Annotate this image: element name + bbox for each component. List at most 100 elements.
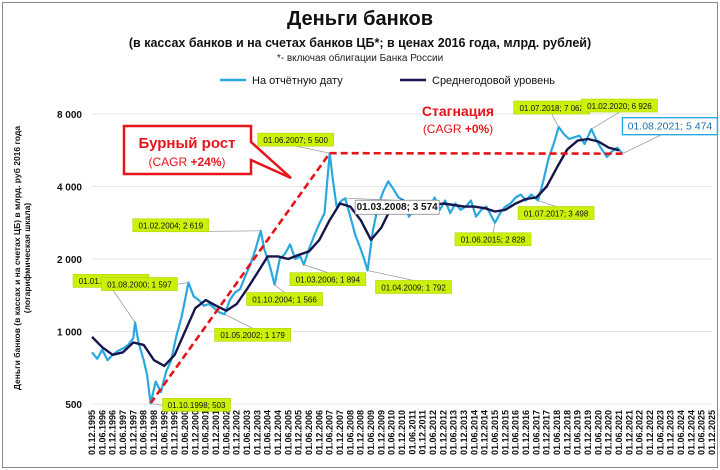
x-tick-label: 01.06.2020 [593,410,603,455]
x-tick-label: 01.12.2024 [686,410,696,455]
x-tick-label: 01.12.2011 [418,410,428,455]
x-tick-label: 01.12.2022 [645,410,655,455]
chart-subtitle: (в кассах банков и на счетах банков ЦБ*;… [128,36,592,50]
x-tick-label: 01.12.2002 [232,410,242,455]
stag-cagr-post: ) [489,122,493,136]
stag-cagr-pre: (CAGR [423,122,465,136]
callout-box [375,280,452,294]
callout-leader [367,270,414,281]
x-tick-label: 01.06.2016 [511,410,521,455]
callout-box [162,398,231,412]
callout-label: 01.08.2021; 5 474 [628,121,713,133]
boom-cagr-value: +24% [190,155,221,169]
data-callout: 01.05.2002; 1 179 [214,313,291,342]
x-tick-label: 01.06.1998 [139,410,149,455]
x-tick-label: 01.06.2018 [552,410,562,455]
callout-label: 01.07.2018; 7 062 [519,104,584,113]
callout-box [257,132,334,147]
boom-cagr: (CAGR +24%) [148,155,225,169]
data-callout: 01.08.2000; 1 597 [101,277,189,291]
y-axis-title-line1: Деньги банков (в кассах и на счетах ЦБ) … [12,126,22,391]
x-tick-label: 01.06.2013 [449,410,459,455]
callout-box [517,206,595,220]
y-axis-labels: 500 1 000 2 000 4 000 8 000 [57,110,82,411]
boom-title: Бурный рост [139,135,236,152]
x-tick-label: 01.12.2013 [459,410,469,455]
x-tick-label: 01.06.2001 [201,410,211,455]
y-tick-label: 4 000 [57,182,82,193]
grid [92,113,712,405]
data-callout: 01.06.2015; 2 828 [454,222,532,247]
x-tick-label: 01.06.2003 [242,410,252,455]
x-tick-label: 01.12.2020 [604,410,614,455]
x-tick-label: 01.12.2007 [335,410,345,455]
x-tick-label: 01.06.2021 [614,410,624,455]
callout-leader [274,284,285,293]
x-tick-label: 01.06.2000 [180,410,190,455]
x-tick-label: 01.12.2006 [314,410,324,455]
stagnation-label: Стагнация (CAGR +0%) [422,103,494,136]
callout-box [289,272,367,286]
x-tick-label: 01.12.1995 [87,410,97,455]
x-tick-label: 01.12.2019 [583,410,593,455]
data-callout: 01.08.2021; 5 474 [621,116,719,155]
boom-cagr-pre: (CAGR [148,155,190,169]
callout-label: 01.08.2000; 1 597 [107,280,172,289]
callout-label: 01.10.1998; 503 [168,401,226,410]
data-callout: 01.07.2017; 3 498 [517,200,595,220]
x-tick-label: 01.06.2010 [387,410,397,455]
x-tick-label: 01.06.2019 [573,410,583,455]
callout-label: 01.05.2002; 1 179 [220,331,285,340]
x-tick-label: 01.12.1998 [149,410,159,455]
x-tick-label: 01.12.2008 [356,410,366,455]
callout-label: 01.03.2006; 1 894 [296,275,361,284]
callout-box [214,327,291,342]
x-tick-label: 01.12.2017 [542,410,552,455]
x-tick-label: 01.06.2007 [325,410,335,455]
x-tick-label: 01.12.1996 [108,410,118,455]
y-tick-label: 8 000 [57,110,82,121]
callout-leader [110,287,136,323]
legend-label-1: На отчётную дату [252,75,343,87]
callout-box [354,199,440,215]
callout-label: 01.03.2008; 3 574 [357,202,439,213]
y-tick-label: 2 000 [57,255,82,266]
x-tick-label: 01.06.2012 [428,410,438,455]
data-callout: 01.03.2006; 1 894 [289,264,367,286]
callout-label: 01.02.2020; 6 926 [587,102,652,111]
callout-leader [551,113,560,128]
stag-cagr-value: +0% [465,122,490,136]
x-tick-label: 01.06.1997 [118,410,128,455]
x-tick-label: 01.06.2025 [697,410,707,455]
x-tick-label: 01.06.2005 [283,410,293,455]
x-tick-label: 01.06.2024 [676,410,686,455]
data-callout: 01.02.2020; 6 926 [581,98,658,130]
callout-label: 01.07.2017; 3 498 [524,209,589,218]
x-tick-label: 01.06.2014 [469,410,479,455]
legend: На отчётную дату Среднегодовой уровень [220,75,555,87]
stag-title: Стагнация [422,103,494,119]
x-tick-label: 01.06.2004 [263,410,273,455]
trend-boom-line [149,152,331,405]
x-tick-label: 01.12.2005 [294,410,304,455]
callout-leader [303,264,328,274]
x-tick-label: 01.06.2008 [345,410,355,455]
callout-label: 01.10.2004; 1 566 [252,295,317,304]
callout-leader [295,145,330,154]
callout-box [246,292,323,306]
x-tick-label: 01.06.2006 [304,410,314,455]
x-tick-label: 01.06.2002 [221,410,231,455]
boom-callout-box [122,124,292,180]
x-tick-label: 01.12.2001 [211,410,221,455]
callout-label: 01.06.2007; 5 500 [263,136,328,145]
stag-cagr: (CAGR +0%) [423,122,493,136]
x-tick-label: 01.06.2011 [407,410,417,455]
callout-box [454,232,532,247]
x-tick-label: 01.12.2021 [624,410,634,455]
x-tick-label: 01.12.2014 [480,410,490,455]
x-axis-labels: 01.12.1995 01.06.1996 01.12.1996 01.06.1997… [87,410,717,455]
callout-box [101,277,178,291]
data-callout: 01.10.2004; 1 566 [246,284,323,306]
data-callout: 01.10.1998; 503 [150,398,231,412]
x-tick-label: 01.12.2016 [521,410,531,455]
